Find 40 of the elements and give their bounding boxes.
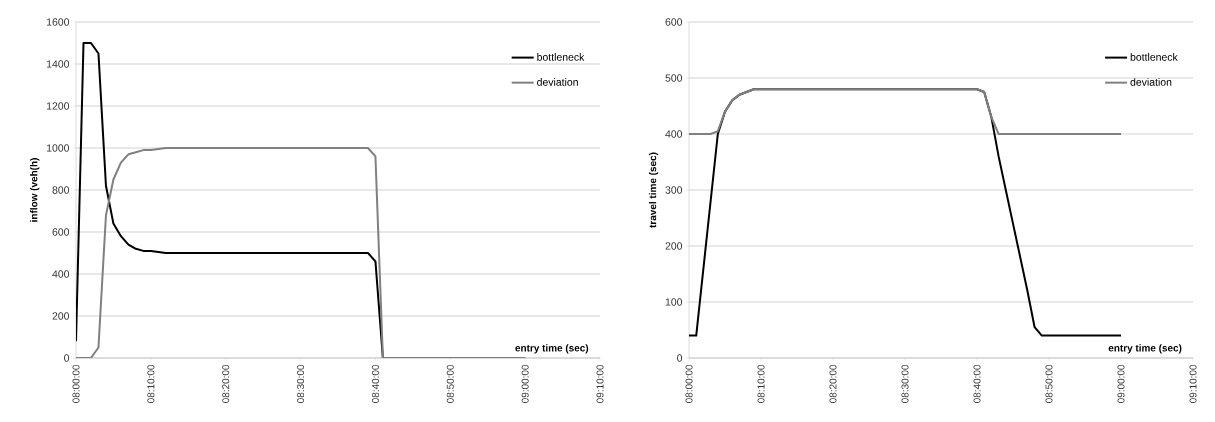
x-tick-label: 08:00:00 xyxy=(685,364,693,403)
x-tick-label: 08:40:00 xyxy=(973,364,981,403)
x-tick-label: 09:10:00 xyxy=(1189,364,1197,403)
x-tick-label: 08:00:00 xyxy=(72,364,80,403)
y-tick-label: 200 xyxy=(665,242,683,250)
y-tick-label: 1000 xyxy=(47,144,70,152)
y-tick-label: 600 xyxy=(52,228,70,236)
x-tick-label: 08:30:00 xyxy=(901,364,909,403)
x-tick-label: 09:10:00 xyxy=(596,364,604,403)
x-tick-label: 09:00:00 xyxy=(1117,364,1125,403)
y-tick-label: 300 xyxy=(665,186,683,194)
y-axis-title: inflow (veh(h) xyxy=(30,158,40,222)
y-tick-label: 1600 xyxy=(47,18,70,26)
x-tick-label: 08:40:00 xyxy=(371,364,379,403)
x-axis-title: entry time (sec) xyxy=(515,344,589,354)
y-tick-label: 200 xyxy=(52,312,70,320)
y-tick-label: 400 xyxy=(52,270,70,278)
y-tick-label: 600 xyxy=(665,18,683,26)
y-tick-label: 0 xyxy=(677,354,683,362)
legend-label: bottleneck xyxy=(1130,53,1178,61)
y-tick-label: 1200 xyxy=(47,102,70,110)
legend-label: deviation xyxy=(1130,78,1172,86)
x-tick-label: 08:20:00 xyxy=(222,364,230,403)
x-axis-title: entry time (sec) xyxy=(1108,344,1182,354)
y-tick-label: 100 xyxy=(665,298,683,306)
x-tick-label: 08:50:00 xyxy=(1045,364,1053,403)
x-tick-label: 09:00:00 xyxy=(521,364,529,403)
legend-label: deviation xyxy=(537,78,578,86)
y-tick-label: 1400 xyxy=(47,60,70,68)
y-tick-label: 500 xyxy=(665,74,683,82)
legend-label: bottleneck xyxy=(537,53,585,61)
y-tick-label: 0 xyxy=(64,354,70,362)
x-tick-label: 08:30:00 xyxy=(297,364,305,403)
y-axis-title: travel time (sec) xyxy=(648,152,659,228)
y-tick-label: 400 xyxy=(665,130,683,138)
x-tick-label: 08:20:00 xyxy=(829,364,837,403)
x-tick-label: 08:10:00 xyxy=(757,364,765,403)
y-tick-label: 800 xyxy=(52,186,70,194)
x-tick-label: 08:50:00 xyxy=(446,364,454,403)
x-tick-label: 08:10:00 xyxy=(147,364,155,403)
